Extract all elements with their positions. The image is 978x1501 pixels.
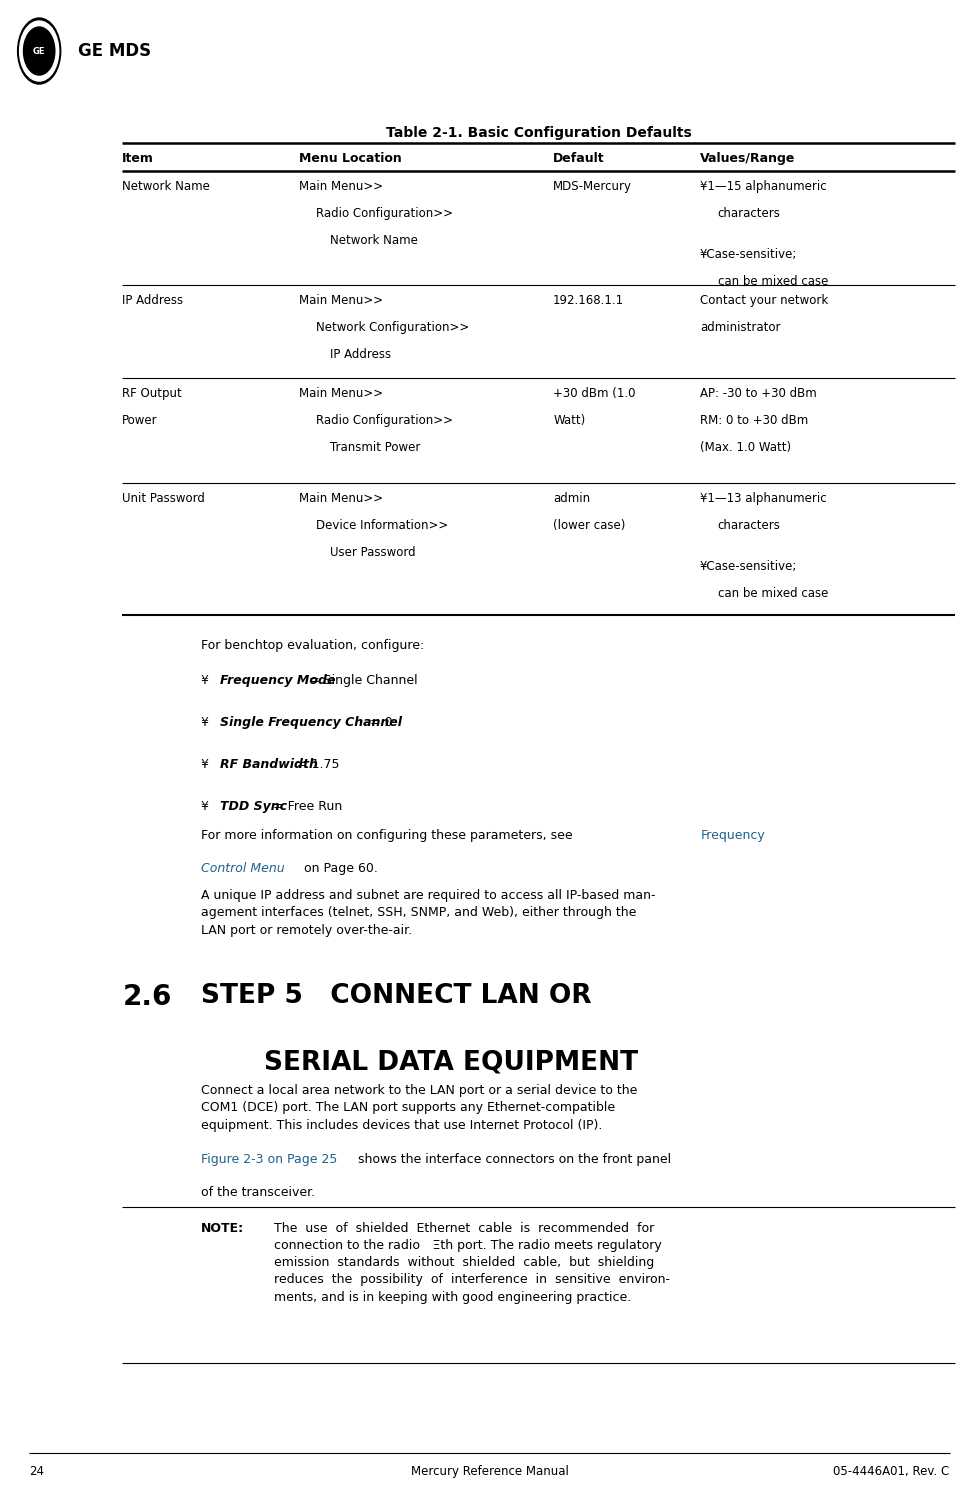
Text: ¥: ¥: [200, 800, 208, 814]
Text: ¥: ¥: [200, 716, 208, 729]
Text: ¥Case-sensitive;: ¥Case-sensitive;: [699, 560, 796, 573]
Text: Single Frequency Channel: Single Frequency Channel: [220, 716, 402, 729]
Text: Radio Configuration>>: Radio Configuration>>: [316, 207, 453, 221]
Text: administrator: administrator: [699, 321, 779, 335]
Text: IP Address: IP Address: [330, 348, 390, 362]
Text: Item: Item: [122, 152, 155, 165]
Text: Table 2-1. Basic Configuration Defaults: Table 2-1. Basic Configuration Defaults: [385, 126, 690, 140]
Text: 24: 24: [29, 1465, 44, 1478]
Text: RF Output: RF Output: [122, 387, 182, 401]
Text: The  use  of  shielded  Ethernet  cable  is  recommended  for
connection to the : The use of shielded Ethernet cable is re…: [274, 1222, 669, 1303]
Text: ¥Case-sensitive;: ¥Case-sensitive;: [699, 248, 796, 261]
Text: Network Name: Network Name: [330, 234, 418, 248]
Text: Menu Location: Menu Location: [298, 152, 401, 165]
Text: For more information on configuring these parameters, see: For more information on configuring thes…: [200, 829, 572, 842]
Text: For benchtop evaluation, configure:: For benchtop evaluation, configure:: [200, 639, 423, 653]
Text: Main Menu>>: Main Menu>>: [298, 492, 382, 506]
Text: on Page 60.: on Page 60.: [291, 862, 378, 875]
Text: Default: Default: [553, 152, 604, 165]
Text: GE MDS: GE MDS: [78, 42, 152, 60]
Text: Connect a local area network to the LAN port or a serial device to the
COM1 (DCE: Connect a local area network to the LAN …: [200, 1084, 637, 1132]
Text: Main Menu>>: Main Menu>>: [298, 180, 382, 194]
Text: STEP 5   CONNECT LAN OR: STEP 5 CONNECT LAN OR: [200, 983, 591, 1009]
Text: MDS-Mercury: MDS-Mercury: [553, 180, 632, 194]
Text: Unit Password: Unit Password: [122, 492, 205, 506]
Text: Frequency: Frequency: [700, 829, 765, 842]
Text: ¥1—13 alphanumeric: ¥1—13 alphanumeric: [699, 492, 825, 506]
Text: AP: -30 to +30 dBm: AP: -30 to +30 dBm: [699, 387, 816, 401]
Text: GE: GE: [33, 47, 45, 56]
Text: RM: 0 to +30 dBm: RM: 0 to +30 dBm: [699, 414, 808, 428]
Text: = 1.75: = 1.75: [292, 758, 339, 772]
Text: SERIAL DATA EQUIPMENT: SERIAL DATA EQUIPMENT: [264, 1049, 638, 1075]
Text: ¥1—15 alphanumeric: ¥1—15 alphanumeric: [699, 180, 825, 194]
Text: Transmit Power: Transmit Power: [330, 441, 420, 455]
Text: RF Bandwidth: RF Bandwidth: [220, 758, 318, 772]
Text: Values/Range: Values/Range: [699, 152, 794, 165]
Text: IP Address: IP Address: [122, 294, 183, 308]
Text: (Max. 1.0 Watt): (Max. 1.0 Watt): [699, 441, 790, 455]
Text: (lower case): (lower case): [553, 519, 625, 533]
Text: Main Menu>>: Main Menu>>: [298, 387, 382, 401]
Text: TDD Sync: TDD Sync: [220, 800, 287, 814]
Text: = Single Channel: = Single Channel: [305, 674, 418, 687]
Text: Control Menu: Control Menu: [200, 862, 284, 875]
Text: can be mixed case: can be mixed case: [717, 275, 827, 288]
Text: characters: characters: [717, 207, 779, 221]
Text: Frequency Mode: Frequency Mode: [220, 674, 335, 687]
Text: Figure 2-3 on Page 25: Figure 2-3 on Page 25: [200, 1153, 336, 1166]
Text: 2.6: 2.6: [122, 983, 171, 1012]
Circle shape: [18, 18, 61, 84]
Text: A unique IP address and subnet are required to access all IP-based man-
agement : A unique IP address and subnet are requi…: [200, 889, 654, 937]
Text: admin: admin: [553, 492, 590, 506]
Text: of the transceiver.: of the transceiver.: [200, 1186, 315, 1199]
Text: ¥: ¥: [200, 674, 208, 687]
Text: = 0: = 0: [366, 716, 392, 729]
Text: Contact your network: Contact your network: [699, 294, 827, 308]
Text: NOTE:: NOTE:: [200, 1222, 244, 1235]
Circle shape: [23, 27, 55, 75]
Text: Network Configuration>>: Network Configuration>>: [316, 321, 469, 335]
Text: Power: Power: [122, 414, 157, 428]
Text: Mercury Reference Manual: Mercury Reference Manual: [410, 1465, 568, 1478]
Text: can be mixed case: can be mixed case: [717, 587, 827, 600]
Text: shows the interface connectors on the front panel: shows the interface connectors on the fr…: [354, 1153, 671, 1166]
Text: Radio Configuration>>: Radio Configuration>>: [316, 414, 453, 428]
Text: Device Information>>: Device Information>>: [316, 519, 448, 533]
Text: ¥: ¥: [200, 758, 208, 772]
Text: 192.168.1.1: 192.168.1.1: [553, 294, 624, 308]
Text: characters: characters: [717, 519, 779, 533]
Circle shape: [20, 21, 59, 81]
Text: Main Menu>>: Main Menu>>: [298, 294, 382, 308]
Text: User Password: User Password: [330, 546, 415, 560]
Text: +30 dBm (1.0: +30 dBm (1.0: [553, 387, 635, 401]
Text: Network Name: Network Name: [122, 180, 210, 194]
Text: Watt): Watt): [553, 414, 585, 428]
Text: 05-4446A01, Rev. C: 05-4446A01, Rev. C: [832, 1465, 949, 1478]
Text: = Free Run: = Free Run: [269, 800, 341, 814]
